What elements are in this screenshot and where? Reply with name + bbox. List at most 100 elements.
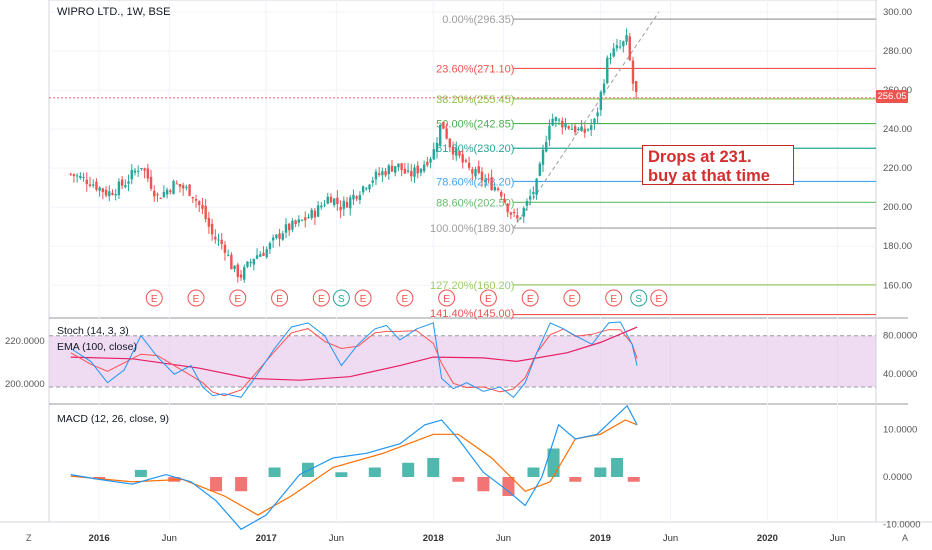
candle-body (185, 186, 188, 188)
event-marker (563, 289, 581, 307)
candle-body (268, 243, 272, 250)
candle-body (169, 190, 172, 193)
candle-body (297, 219, 301, 223)
candle-body (98, 187, 101, 191)
candle-body (381, 171, 384, 176)
event-marker-label: E (193, 294, 200, 305)
x-tick-label: 2019 (590, 533, 611, 544)
candle-body (503, 198, 506, 202)
candle-body (275, 234, 278, 239)
candle-body (416, 165, 419, 174)
candle-body (477, 166, 480, 173)
candle-body (458, 151, 461, 156)
candle-body (111, 192, 114, 195)
candle-body (397, 163, 400, 168)
candle-body (564, 123, 567, 128)
candle-body (352, 194, 355, 200)
fib-level-label: 100.00%(189.30) (430, 223, 514, 235)
candle-body (377, 173, 381, 175)
stoch-right-tick: 40.0000 (883, 369, 917, 380)
candle-body (124, 185, 127, 188)
candle-body (320, 205, 323, 208)
candle-body (551, 118, 554, 126)
event-marker (187, 289, 205, 307)
x-tick-label: Jun (663, 533, 678, 544)
event-marker (605, 289, 623, 307)
candle-body (522, 207, 525, 217)
fib-level-label: 38.20%(255.45) (436, 94, 514, 106)
candle-body (243, 267, 246, 280)
candle-body (586, 129, 590, 131)
candle-body (201, 204, 204, 209)
event-marker-label: E (569, 294, 576, 305)
candle-body (464, 160, 468, 162)
candle-body (483, 180, 487, 182)
candle-body (394, 166, 397, 173)
event-marker-label: E (360, 294, 367, 305)
candle-body (368, 184, 371, 190)
candle-body (332, 198, 336, 205)
candle-body (445, 128, 448, 139)
candle-body (313, 210, 317, 218)
candle-body (609, 57, 612, 59)
x-tick-label: 2017 (256, 533, 277, 544)
event-marker (332, 289, 350, 307)
candle-body (188, 184, 191, 196)
candle-body (323, 204, 326, 206)
candle-body (159, 198, 162, 200)
candle-body (178, 183, 182, 187)
candle-body (127, 181, 130, 184)
candle-body (561, 120, 564, 128)
ema-line (70, 326, 638, 381)
candle-body (535, 178, 538, 195)
zoom-icon[interactable]: Z (26, 533, 32, 543)
candle-body (612, 48, 615, 57)
candle-body (618, 46, 622, 48)
candle-body (175, 183, 178, 185)
candle-body (541, 149, 545, 165)
stoch-right-tick: 80.0000 (883, 331, 917, 342)
auto-scale-button[interactable]: A (902, 533, 909, 543)
stoch-band (49, 335, 876, 387)
candle-body (451, 146, 455, 155)
event-marker (630, 289, 648, 307)
candle-body (439, 124, 442, 146)
candle-body (149, 176, 153, 189)
candle-body (92, 184, 95, 186)
candle-body (114, 194, 117, 196)
candle-body (410, 171, 413, 177)
event-marker (271, 289, 289, 307)
candle-body (487, 178, 490, 180)
candle-body (140, 168, 143, 170)
event-marker (229, 289, 247, 307)
candle-body (133, 170, 137, 173)
event-marker (312, 289, 330, 307)
candle-body (570, 128, 574, 130)
candle-body (573, 126, 577, 133)
candle-body (342, 200, 346, 209)
macd-histogram-bar (611, 458, 624, 477)
candle-body (181, 185, 185, 189)
x-tick-label: Jun (329, 533, 344, 544)
candle-body (294, 220, 297, 225)
candle-body (249, 261, 252, 264)
candle-body (596, 112, 599, 117)
price-tick-label: 220.00 (883, 163, 912, 174)
event-marker-label: E (485, 294, 492, 305)
candle-body (69, 173, 72, 175)
candle-body (329, 196, 333, 203)
candle-body (422, 164, 426, 172)
candle-body (72, 174, 76, 176)
candle-body (374, 171, 378, 180)
candle-body (88, 184, 92, 186)
candle-body (79, 175, 82, 178)
event-marker-label: E (527, 294, 534, 305)
candle-body (278, 233, 281, 239)
candle-body (304, 217, 307, 221)
candle-body (117, 181, 121, 196)
candle-body (500, 192, 503, 197)
candle-body (172, 181, 175, 195)
event-marker-label: S (635, 294, 642, 305)
event-marker (354, 289, 372, 307)
candle-body (590, 125, 593, 130)
